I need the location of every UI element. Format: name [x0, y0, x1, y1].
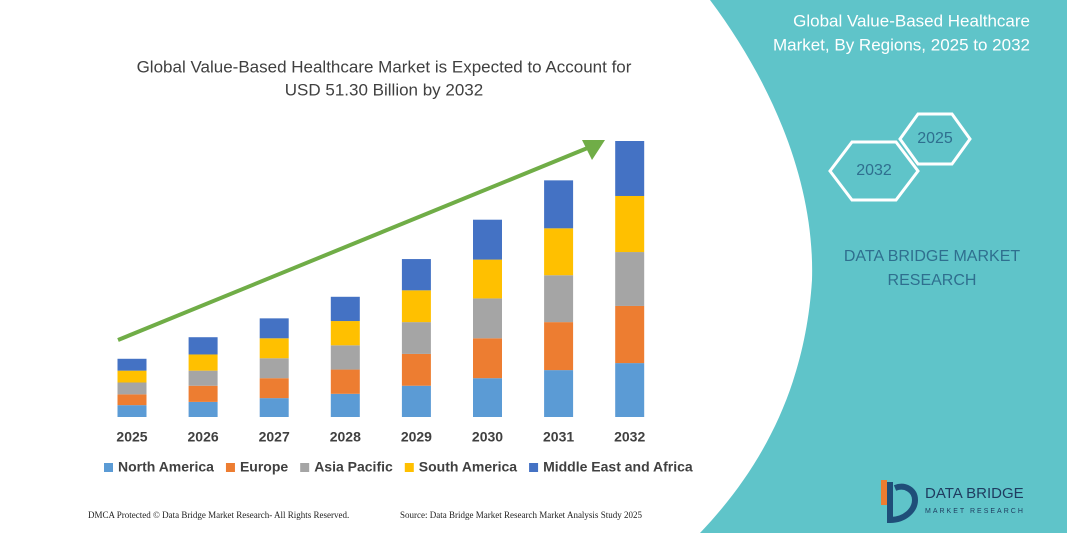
bar-segment — [117, 370, 147, 383]
bar-segment — [188, 385, 218, 402]
bar-segment — [259, 358, 289, 379]
bar-segment — [259, 398, 289, 417]
legend-swatch — [300, 463, 310, 472]
bar-segment — [473, 378, 502, 417]
bar-segment — [330, 369, 360, 394]
bar-segment — [473, 338, 502, 379]
footer-left: DMCA Protected © Data Bridge Market Rese… — [88, 510, 349, 520]
bar-segment — [615, 195, 645, 253]
legend-swatch — [225, 463, 235, 472]
bar-segment — [188, 370, 218, 386]
bar-segment — [188, 401, 218, 417]
bar-segment — [259, 338, 289, 359]
hex-label: 2032 — [856, 162, 892, 179]
bar-segment — [544, 370, 574, 417]
side-panel — [700, 0, 1067, 533]
legend-label: Asia Pacific — [314, 459, 393, 475]
bar-segment — [544, 322, 574, 371]
bar-segment — [401, 259, 431, 291]
bar-segment — [259, 318, 289, 339]
logo-title: DATA BRIDGE — [925, 485, 1024, 502]
bar-segment — [615, 252, 645, 306]
footer-right: Source: Data Bridge Market Research Mark… — [400, 510, 642, 520]
x-tick-label: 2026 — [188, 429, 219, 445]
bar-segment — [401, 385, 431, 417]
chart-title: Global Value-Based Healthcare Market is … — [137, 57, 632, 76]
brand-text: RESEARCH — [888, 272, 977, 289]
bar-segment — [117, 382, 147, 395]
bar-segment — [544, 275, 574, 323]
bar-segment — [188, 337, 218, 355]
panel-heading: Market, By Regions, 2025 to 2032 — [773, 35, 1030, 54]
legend-label: South America — [419, 459, 517, 475]
bar-segment — [330, 296, 360, 322]
bar-segment — [544, 228, 574, 276]
bar-segment — [615, 305, 645, 364]
legend-swatch — [404, 463, 414, 472]
legend-label: Europe — [240, 459, 288, 475]
x-tick-label: 2029 — [401, 429, 432, 445]
legend-label: North America — [118, 459, 214, 475]
panel-heading: Global Value-Based Healthcare — [793, 11, 1030, 30]
bar-segment — [401, 353, 431, 386]
legend-swatch — [529, 463, 539, 472]
bar-segment — [473, 298, 502, 339]
logo-subtitle: MARKET RESEARCH — [925, 508, 1025, 515]
bar-segment — [330, 321, 360, 346]
x-tick-label: 2030 — [472, 429, 503, 445]
bar-segment — [615, 363, 645, 417]
hexagon — [898, 112, 972, 166]
logo-mark — [887, 482, 919, 524]
legend-label: Middle East and Africa — [543, 459, 693, 475]
brand-text: DATA BRIDGE MARKET — [844, 248, 1021, 265]
bar-segment — [117, 405, 147, 417]
hexagon — [828, 140, 920, 202]
bar-segment — [330, 393, 360, 417]
bar-segment — [473, 219, 502, 260]
bar-segment — [615, 141, 645, 196]
bar-segment — [117, 394, 147, 406]
arrow-head — [582, 140, 605, 160]
x-tick-label: 2032 — [614, 429, 645, 445]
trend-arrow — [117, 145, 591, 342]
bar-segment — [401, 290, 431, 323]
legend-swatch — [104, 463, 113, 472]
bar-segment — [473, 259, 502, 299]
chart-title: USD 51.30 Billion by 2032 — [285, 80, 483, 99]
x-tick-label: 2028 — [330, 429, 361, 445]
hex-label: 2025 — [917, 130, 953, 147]
bar-segment — [117, 358, 147, 371]
x-tick-label: 2031 — [543, 429, 574, 445]
bar-segment — [330, 345, 360, 370]
bar-segment — [544, 180, 574, 229]
plot: 2025 2026 2027 2028 2029 2030 2031 2032 North Am… — [104, 141, 693, 475]
x-tick-label: 2027 — [259, 429, 290, 445]
bar-segment — [401, 322, 431, 354]
bar-segment — [188, 354, 218, 371]
x-tick-label: 2025 — [116, 429, 147, 445]
bar-segment — [259, 378, 289, 399]
